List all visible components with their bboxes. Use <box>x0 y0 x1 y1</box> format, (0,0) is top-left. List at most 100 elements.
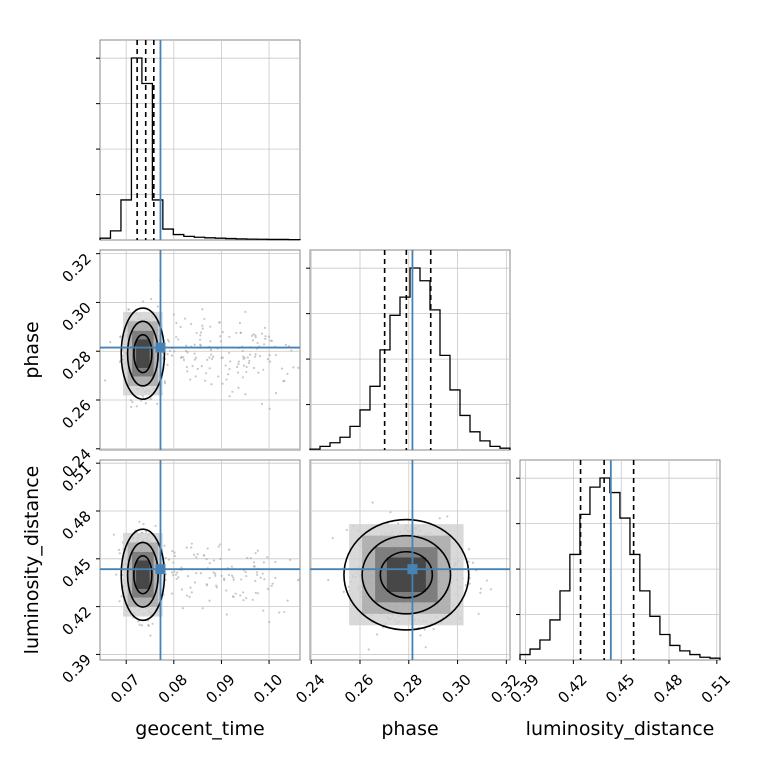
scatter-point <box>208 562 211 565</box>
scatter-point <box>195 571 198 575</box>
scatter-point <box>290 349 293 352</box>
scatter-point <box>306 611 308 613</box>
scatter-point <box>264 335 267 338</box>
scatter-point <box>235 331 238 335</box>
scatter-point <box>185 594 189 597</box>
x-tick-label: 0.51 <box>698 671 734 707</box>
scatter-point <box>232 578 235 581</box>
scatter-point <box>173 350 176 353</box>
density-cell <box>136 560 150 589</box>
scatter-point <box>292 366 295 369</box>
scatter-point <box>198 338 202 341</box>
panel-content <box>100 250 303 450</box>
scatter-point <box>212 355 215 358</box>
scatter-point <box>118 552 121 555</box>
scatter-point <box>246 556 249 560</box>
scatter-point <box>194 356 197 359</box>
scatter-point <box>239 331 242 334</box>
scatter-point <box>248 353 252 356</box>
scatter-point <box>258 354 262 358</box>
scatter-point <box>479 587 483 590</box>
scatter-point <box>186 351 189 354</box>
scatter-point <box>188 595 191 598</box>
hist-panel-geocent-time <box>96 39 301 241</box>
scatter-point <box>206 358 209 361</box>
scatter-point <box>185 344 188 347</box>
scatter-point <box>211 357 214 360</box>
scatter-point <box>175 335 178 339</box>
scatter-point <box>263 343 266 346</box>
scatter-point <box>268 353 271 357</box>
scatter-point <box>172 573 175 577</box>
scatter-point <box>186 370 189 373</box>
scatter-point <box>190 591 193 594</box>
x-tick-label: 0.30 <box>439 671 475 707</box>
scatter-point <box>280 367 284 370</box>
truth-marker <box>155 342 166 353</box>
x-axis-label-geocent-time: geocent_time <box>135 718 264 740</box>
scatter-point <box>193 581 197 584</box>
scatter-point <box>327 578 330 581</box>
scatter-point <box>252 366 256 370</box>
scatter-point <box>206 547 209 550</box>
scatter-point <box>175 321 178 324</box>
x-tick-label: 0.28 <box>390 671 426 707</box>
scatter-point <box>242 591 245 594</box>
scatter-point <box>254 335 257 339</box>
scatter-point <box>189 378 192 381</box>
scatter-point <box>109 340 112 344</box>
scatter-point <box>163 544 166 547</box>
scatter-point <box>239 594 242 597</box>
x-tick-label: 0.07 <box>107 671 143 707</box>
scatter-point <box>221 356 224 359</box>
scatter-point <box>376 633 379 636</box>
scatter-point <box>199 344 202 347</box>
scatter-point <box>252 561 256 564</box>
contour-line <box>126 541 159 608</box>
scatter-point <box>257 371 260 374</box>
scatter-point <box>242 355 245 358</box>
x-axis-label-phase: phase <box>381 718 438 740</box>
y-tick-label: 0.26 <box>58 396 94 432</box>
truth-marker <box>407 564 418 575</box>
x-tick-label: 0.09 <box>202 671 238 707</box>
y-tick-label: 0.42 <box>58 603 94 639</box>
scatter-point <box>228 395 231 398</box>
scatter-point <box>208 599 211 602</box>
scatter-point <box>164 556 167 560</box>
scatter-point <box>246 356 249 359</box>
scatter-point <box>261 572 264 575</box>
scatter-point <box>138 520 141 523</box>
scatter-point <box>210 353 213 356</box>
panel-2d-geocent-time-vs-luminosity-distance <box>99 459 308 661</box>
scatter-point <box>254 591 257 594</box>
scatter-point <box>283 610 286 614</box>
scatter-point <box>274 576 277 579</box>
y-axis-label-luminosity-distance: luminosity_distance <box>21 466 43 655</box>
scatter-point <box>249 556 252 560</box>
y-tick-label: 0.39 <box>58 651 94 687</box>
scatter-point <box>219 557 222 561</box>
panel-2d-geocent-time-vs-phase <box>99 249 303 451</box>
x-tick-label: 0.24 <box>292 671 328 707</box>
scatter-point <box>244 393 247 396</box>
scatter-point <box>240 578 243 581</box>
scatter-point <box>185 350 188 353</box>
scatter-point <box>296 579 300 582</box>
scatter-point <box>228 367 231 371</box>
scatter-point <box>245 574 248 578</box>
scatter-point <box>345 528 348 531</box>
scatter-point <box>464 584 468 587</box>
scatter-point <box>191 365 194 368</box>
scatter-point <box>208 356 211 359</box>
scatter-point <box>267 335 271 338</box>
scatter-point <box>170 571 174 574</box>
scatter-point <box>254 353 257 356</box>
scatter-point <box>244 571 247 574</box>
scatter-point <box>424 646 427 649</box>
contour-line <box>120 528 166 622</box>
scatter-point <box>217 545 220 548</box>
scatter-point <box>262 368 265 371</box>
scatter-point <box>204 379 207 382</box>
scatter-point <box>301 345 303 347</box>
